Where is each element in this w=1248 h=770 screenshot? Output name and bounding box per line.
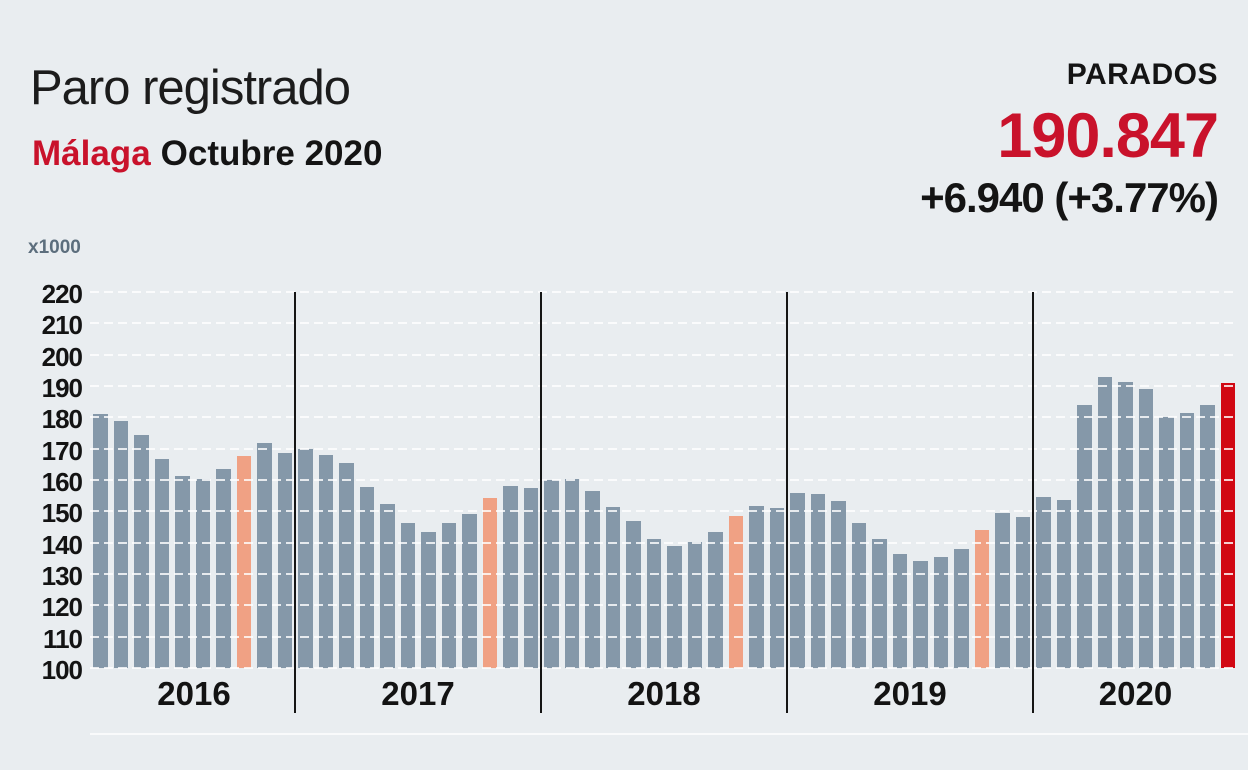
gridline-120 [90,604,1236,607]
page-title: Paro registrado [30,61,351,115]
bar-2019-mar [831,500,846,668]
bar-2018-mar [585,490,600,668]
y-tick-label-120: 120 [41,592,83,623]
y-tick-label-190: 190 [41,373,83,403]
gridline-130 [90,573,1236,575]
y-tick-label-140: 140 [41,529,83,560]
bar-2020-jun [1138,388,1153,668]
bar-2019-jun [892,554,907,668]
bar-2016-sep [216,469,231,668]
bar-2019-sep [954,549,969,668]
year-separator-2019-2020 [1032,292,1034,713]
bar-2017-jun [400,523,415,668]
bar-2017-dic [523,487,538,668]
year-label-2016: 2016 [157,675,231,712]
bar-2019-nov [995,512,1010,668]
stat-block: PARADOS 190.847 +6.940 (+3.77%) [920,58,1219,221]
gridline-100 [90,667,1236,669]
bar-2019-jul [913,560,928,668]
bar-2019-ago [933,556,948,668]
bar-2020-oct [1220,383,1235,668]
bar-2019-abr [851,522,866,668]
stat-label: PARADOS [1066,58,1218,91]
bar-2017-ene [298,449,313,668]
gridline-200 [90,353,1236,356]
bar-2017-oct [482,498,497,668]
bar-2018-abr [605,506,620,668]
bar-2017-abr [359,487,374,668]
bar-2020-feb [1056,500,1071,668]
y-tick-label-110: 110 [43,623,83,654]
y-tick-label-100: 100 [41,655,83,685]
bar-2017-jul [421,532,436,668]
bottom-divider [90,733,1248,735]
gridline-190 [90,385,1236,387]
year-separator-2017-2018 [540,292,542,713]
year-label-2019: 2019 [873,675,947,712]
bar-2018-may [626,520,641,668]
year-label-2020: 2020 [1098,675,1173,712]
gridline-180 [90,416,1236,419]
bar-2020-abr [1097,376,1112,668]
gridline-210 [90,322,1236,325]
gridline-140 [90,541,1236,544]
y-tick-label-160: 160 [41,467,83,497]
bar-2020-sep [1200,405,1215,668]
bar-2020-may [1118,382,1133,668]
bar-2018-oct [728,516,743,668]
bar-2016-jul [175,475,190,668]
bar-2020-ago [1179,413,1194,668]
bar-2018-nov [749,505,764,668]
y-axis-unit-label: x1000 [28,237,81,258]
year-label-2018: 2018 [627,675,701,712]
y-tick-label-210: 210 [41,310,83,341]
bar-2016-may [134,434,149,668]
y-tick-label-180: 180 [41,404,83,435]
bar-2018-sep [708,531,723,668]
region-label: Málaga [32,134,151,173]
bar-2019-feb [810,494,825,668]
bar-2019-dic [1015,517,1030,668]
bar-2017-ago [441,523,456,668]
y-tick-label-150: 150 [41,498,83,529]
year-separator-2016-2017 [294,292,296,713]
gridline-170 [90,447,1236,450]
gridline-160 [90,479,1236,481]
bar-2017-mar [339,463,354,668]
subtitle: Málaga Octubre 2020 [32,134,382,174]
gridline-220 [90,291,1236,293]
y-tick-label-220: 220 [41,279,83,309]
gridline-110 [90,635,1236,638]
bar-2017-sep [462,514,477,668]
bar-2018-jul [667,545,682,668]
bar-2019-ene [790,492,805,668]
gridline-150 [90,510,1236,513]
stat-value: 190.847 [997,101,1219,171]
year-label-2017: 2017 [381,675,455,712]
bar-2018-dic [769,507,784,668]
y-tick-label-170: 170 [41,435,83,466]
bar-2019-oct [974,530,989,668]
y-tick-label-200: 200 [41,341,83,372]
y-tick-label-130: 130 [41,561,83,591]
bar-2016-dic [277,453,292,668]
bar-2016-oct [236,455,251,668]
stat-change: +6.940 (+3.77%) [920,174,1219,221]
bar-2017-nov [503,485,518,668]
bar-2017-may [380,504,395,668]
year-separator-2018-2019 [786,292,788,713]
bar-2016-nov [257,442,272,668]
bar-2016-abr [113,421,128,668]
period-label: Octubre 2020 [160,134,383,173]
bar-2017-feb [318,454,333,668]
bar-2020-ene [1036,496,1051,668]
bar-2020-mar [1077,405,1092,668]
